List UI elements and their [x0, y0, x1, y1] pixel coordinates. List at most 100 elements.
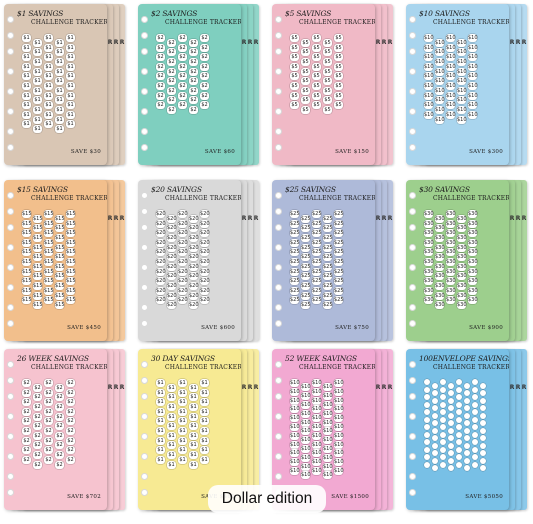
savings-cell[interactable]: $20: [156, 229, 166, 238]
savings-cell[interactable]: $5: [290, 82, 299, 90]
savings-cell[interactable]: $1: [178, 427, 187, 435]
savings-cell[interactable]: $25: [290, 286, 300, 295]
savings-cell[interactable]: $20: [189, 234, 199, 242]
savings-cell[interactable]: $20: [189, 282, 199, 290]
savings-cell[interactable]: $1: [156, 427, 165, 435]
savings-cell[interactable]: $10: [334, 440, 344, 449]
savings-cell[interactable]: $10: [323, 453, 333, 462]
savings-cell[interactable]: $10: [323, 418, 333, 427]
savings-cell[interactable]: $25: [334, 296, 344, 305]
savings-cell[interactable]: [448, 397, 454, 404]
savings-cell[interactable]: [472, 386, 478, 393]
savings-cell[interactable]: $1: [33, 67, 42, 76]
savings-cell[interactable]: $30: [457, 253, 467, 262]
savings-cell[interactable]: $5: [290, 101, 299, 110]
savings-cell[interactable]: $2: [66, 398, 75, 407]
savings-cell[interactable]: $25: [301, 262, 311, 271]
savings-cell[interactable]: $10: [457, 86, 467, 95]
savings-cell[interactable]: $10: [468, 110, 478, 119]
savings-cell[interactable]: $30: [468, 258, 478, 266]
savings-cell[interactable]: $1: [156, 455, 165, 464]
savings-cell[interactable]: $10: [457, 67, 467, 76]
savings-cell[interactable]: $1: [189, 412, 198, 421]
savings-cell[interactable]: $5: [323, 77, 332, 86]
savings-cell[interactable]: $1: [44, 53, 53, 62]
savings-cell[interactable]: $15: [33, 234, 43, 242]
savings-cell[interactable]: $10: [290, 379, 300, 387]
savings-cell[interactable]: $20: [200, 267, 210, 276]
savings-cell[interactable]: $10: [424, 53, 434, 62]
savings-cell[interactable]: $10: [301, 401, 311, 409]
savings-cell[interactable]: $1: [189, 403, 198, 411]
savings-cell[interactable]: [464, 382, 470, 389]
savings-cell[interactable]: $5: [312, 101, 321, 110]
savings-cell[interactable]: $1: [189, 383, 198, 392]
savings-cell[interactable]: $1: [178, 398, 187, 407]
savings-cell[interactable]: $10: [323, 383, 333, 392]
savings-cell[interactable]: $10: [334, 423, 344, 431]
savings-cell[interactable]: $10: [435, 58, 445, 66]
savings-cell[interactable]: $15: [33, 272, 43, 281]
savings-cell[interactable]: [440, 409, 446, 415]
savings-cell[interactable]: [464, 442, 470, 449]
savings-cell[interactable]: $1: [55, 106, 64, 114]
savings-cell[interactable]: $10: [290, 449, 300, 458]
savings-cell[interactable]: $30: [446, 238, 456, 247]
savings-cell[interactable]: $2: [44, 379, 53, 387]
savings-cell[interactable]: $10: [435, 48, 445, 57]
savings-cell[interactable]: $10: [334, 467, 344, 475]
savings-cell[interactable]: $2: [200, 82, 209, 90]
savings-cell[interactable]: $5: [334, 53, 343, 62]
savings-cell[interactable]: $5: [323, 58, 332, 66]
savings-cell[interactable]: [440, 401, 446, 408]
savings-cell[interactable]: $5: [334, 34, 343, 42]
savings-cell[interactable]: $30: [457, 224, 467, 233]
savings-cell[interactable]: [448, 465, 454, 472]
savings-cell[interactable]: $30: [424, 296, 434, 305]
savings-cell[interactable]: $10: [290, 467, 300, 475]
savings-cell[interactable]: $20: [189, 262, 199, 271]
savings-cell[interactable]: $20: [156, 238, 166, 247]
savings-cell[interactable]: $10: [323, 401, 333, 409]
savings-cell[interactable]: [472, 446, 478, 453]
savings-cell[interactable]: $30: [446, 286, 456, 295]
savings-cell[interactable]: $10: [468, 91, 478, 100]
savings-cell[interactable]: $5: [312, 34, 321, 42]
savings-cell[interactable]: $20: [156, 286, 166, 295]
savings-cell[interactable]: $5: [290, 91, 299, 100]
savings-cell[interactable]: $10: [323, 445, 333, 453]
savings-cell[interactable]: $10: [457, 106, 467, 114]
savings-cell[interactable]: $10: [301, 427, 311, 436]
savings-cell[interactable]: $1: [66, 62, 75, 71]
savings-cell[interactable]: $10: [424, 91, 434, 100]
savings-cell[interactable]: $15: [66, 296, 76, 305]
savings-cell[interactable]: $30: [468, 229, 478, 238]
savings-cell[interactable]: $1: [66, 72, 75, 81]
savings-cell[interactable]: $1: [22, 43, 31, 52]
savings-cell[interactable]: $1: [55, 115, 64, 124]
savings-cell[interactable]: $10: [312, 414, 322, 423]
savings-cell[interactable]: $1: [33, 96, 42, 105]
savings-cell[interactable]: $15: [44, 267, 54, 276]
savings-cell[interactable]: [472, 431, 478, 438]
savings-cell[interactable]: $30: [468, 210, 478, 218]
savings-cell[interactable]: [424, 379, 430, 385]
savings-cell[interactable]: [480, 412, 486, 419]
savings-cell[interactable]: $1: [66, 34, 75, 42]
savings-cell[interactable]: $1: [33, 115, 42, 124]
savings-cell[interactable]: [440, 424, 446, 430]
savings-cell[interactable]: $1: [66, 53, 75, 62]
savings-cell[interactable]: $25: [301, 282, 311, 290]
savings-cell[interactable]: [464, 435, 470, 442]
savings-cell[interactable]: $15: [22, 210, 32, 218]
savings-cell[interactable]: $5: [323, 48, 332, 57]
savings-cell[interactable]: [464, 427, 470, 434]
savings-cell[interactable]: [424, 394, 430, 400]
savings-cell[interactable]: $2: [189, 48, 198, 57]
savings-cell[interactable]: $20: [156, 210, 166, 218]
savings-cell[interactable]: $25: [290, 210, 300, 218]
savings-cell[interactable]: [464, 397, 470, 404]
savings-cell[interactable]: $5: [301, 48, 310, 57]
savings-cell[interactable]: [480, 397, 486, 404]
savings-cell[interactable]: $25: [312, 277, 322, 286]
